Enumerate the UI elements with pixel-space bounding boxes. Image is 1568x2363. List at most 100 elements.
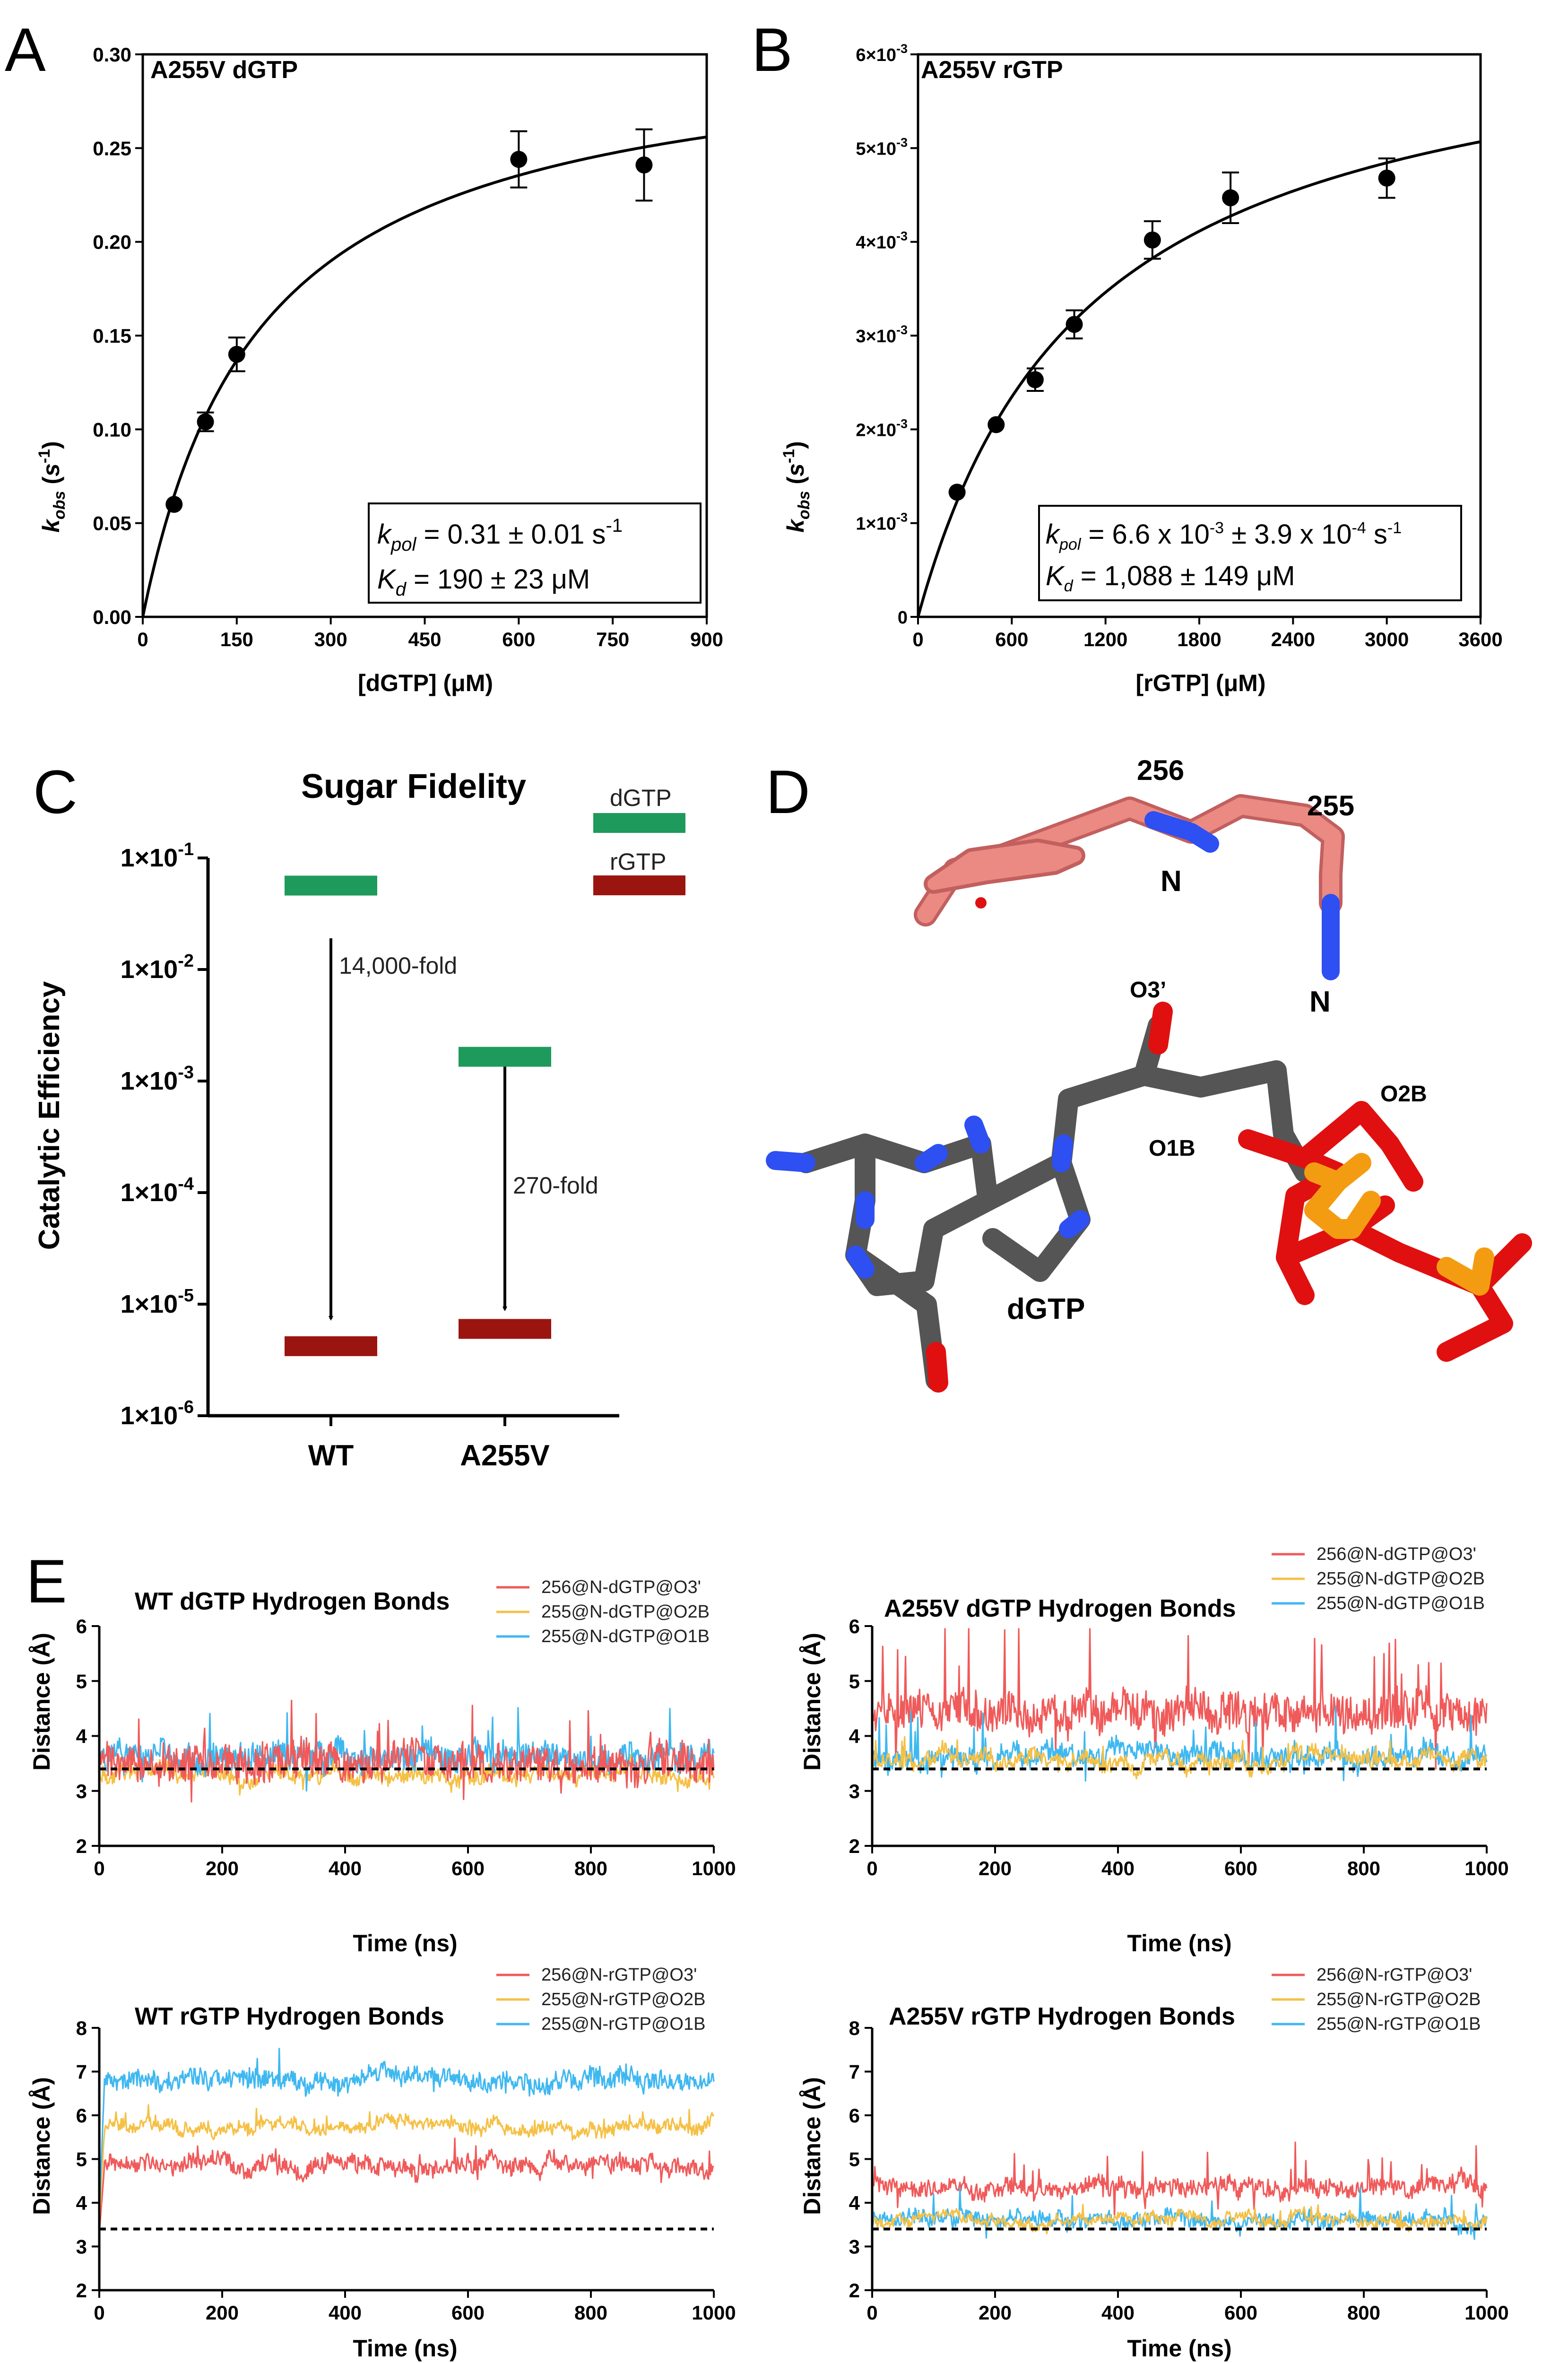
panel-a-ylabel: kobs (s-1) bbox=[35, 441, 69, 533]
e4-plot: 0 200 400 600 800 1000 2 3 4 5 6 7 8 256@N-rGTP@O3' 25… bbox=[849, 1965, 1509, 2324]
e3-plot: 0 200 400 600 800 1000 2 3 4 5 6 7 8 256@N-rGTP@O3' 25… bbox=[76, 1965, 736, 2324]
e2-ytick-label: 3 bbox=[849, 1780, 860, 1802]
panel-d-structure: 256 255 N N O3’ O2B O1B dGTP bbox=[766, 754, 1532, 1393]
e3-ytick-label: 2 bbox=[76, 2279, 87, 2302]
panel-b-data-point bbox=[1066, 316, 1083, 333]
panel-c-plot: WT A255V bbox=[198, 857, 619, 1472]
panel-c-ytick-label: 1×10-6 bbox=[121, 1397, 194, 1430]
e3-trace bbox=[98, 2048, 715, 2212]
legend-rgtp-label: rGTP bbox=[610, 848, 666, 875]
panel-a-xtick-label: 600 bbox=[502, 628, 535, 650]
e2-xtick-label: 200 bbox=[979, 1857, 1012, 1879]
panel-b-kpol-text: kpol = 6.6 x 10-3 ± 3.9 x 10-4 s-1 bbox=[1046, 519, 1402, 554]
e3-ytick-label: 3 bbox=[76, 2236, 87, 2258]
panel-label-a: A bbox=[5, 15, 46, 84]
e3-trace bbox=[98, 2104, 715, 2225]
e1-xtick-label: 600 bbox=[451, 1857, 485, 1879]
e1-legend-label: 255@N-dGTP@O2B bbox=[541, 1602, 710, 1622]
panel-c-category-label: WT bbox=[308, 1439, 354, 1472]
panel-b-xlabel: [rGTP] (μM) bbox=[1136, 670, 1266, 696]
e4-legend-label: 255@N-rGTP@O2B bbox=[1317, 1990, 1481, 2009]
panel-e-hydrogen-bonds: WT dGTP Hydrogen Bonds Time (ns) Distanc… bbox=[28, 1588, 1236, 2362]
panel-b-data-point bbox=[1378, 169, 1395, 187]
e2-xtick-label: 1000 bbox=[1464, 1857, 1508, 1879]
panel-c-ytick-label: 1×10-5 bbox=[121, 1286, 194, 1318]
atom-n-255-label: N bbox=[1309, 986, 1331, 1018]
e3-trace bbox=[98, 2138, 714, 2233]
panel-c-ytick-label: 1×10-1 bbox=[121, 840, 194, 872]
panel-a-ytick-label: 0.05 bbox=[93, 512, 131, 535]
panel-b-xtick-label: 3600 bbox=[1458, 628, 1502, 650]
panel-a-data-point bbox=[228, 346, 245, 363]
panel-b-ytick-label: 6×10-3 bbox=[856, 42, 908, 65]
e3-xtick-label: 200 bbox=[206, 2302, 239, 2324]
panel-a-ytick-label: 0.00 bbox=[93, 606, 131, 628]
panel-b-data-point bbox=[1144, 231, 1161, 249]
panel-b-title: A255V rGTP bbox=[921, 56, 1063, 84]
e1-ytick-label: 5 bbox=[76, 1670, 87, 1692]
panel-a-kd-text: Kd = 190 ± 23 μM bbox=[377, 564, 590, 600]
panel-b-xtick-label: 3000 bbox=[1365, 628, 1409, 650]
panel-c-ytick-label: 1×10-3 bbox=[121, 1063, 194, 1095]
atom-o1b-label: O1B bbox=[1149, 1136, 1195, 1161]
e1-ytick-label: 6 bbox=[76, 1615, 87, 1637]
e1-legend-label: 255@N-dGTP@O1B bbox=[541, 1627, 710, 1646]
e3-ytick-label: 6 bbox=[76, 2104, 87, 2127]
e2-ylabel: Distance (Å) bbox=[799, 1633, 825, 1771]
panel-b-ytick-label: 3×10-3 bbox=[856, 323, 908, 346]
e2-ytick-label: 5 bbox=[849, 1670, 860, 1692]
panel-b-ytick-label: 4×10-3 bbox=[856, 229, 908, 253]
panel-label-b: B bbox=[752, 15, 793, 84]
panel-b-data-point bbox=[988, 416, 1005, 433]
panel-a-xtick-label: 300 bbox=[314, 628, 347, 650]
e4-xtick-label: 600 bbox=[1224, 2302, 1257, 2324]
panel-a-plot: 0 150 300 450 600 750 900 0.00 0.05 0.10 0.15 0.20 0… bbox=[93, 43, 723, 650]
e3-xtick-label: 800 bbox=[574, 2302, 607, 2324]
panel-c-category-label: A255V bbox=[460, 1439, 550, 1472]
atom-n-256-label: N bbox=[1161, 865, 1182, 898]
panel-c-bar-dgtp bbox=[459, 1047, 551, 1067]
panel-label-d: D bbox=[766, 757, 810, 826]
panel-a-kpol-text: kpol = 0.31 ± 0.01 s-1 bbox=[377, 515, 623, 555]
e3-ylabel: Distance (Å) bbox=[28, 2077, 55, 2215]
panel-c-ytick-label: 1×10-4 bbox=[121, 1174, 194, 1207]
e2-trace bbox=[871, 1736, 1488, 1780]
e2-xtick-label: 600 bbox=[1224, 1857, 1257, 1879]
e4-ytick-label: 4 bbox=[849, 2192, 860, 2214]
chart-marks-layer: 0 150 300 450 600 750 9000.000.050.100.150.200… bbox=[76, 42, 1509, 2324]
e2-legend-label: 255@N-dGTP@O1B bbox=[1317, 1593, 1485, 1613]
e4-trace bbox=[871, 2204, 1488, 2234]
e1-xtick-label: 200 bbox=[206, 1857, 239, 1879]
panel-a-data-point bbox=[510, 151, 528, 168]
panel-b-xtick-label: 2400 bbox=[1271, 628, 1315, 650]
e3-xtick-label: 1000 bbox=[692, 2302, 736, 2324]
e1-legend-label: 256@N-dGTP@O3' bbox=[541, 1577, 701, 1597]
panel-b-ytick-label: 5×10-3 bbox=[856, 135, 908, 159]
panel-b-ytick-label: 2×10-3 bbox=[856, 416, 908, 440]
atom-o3-label: O3’ bbox=[1130, 978, 1166, 1003]
e2-ytick-label: 6 bbox=[849, 1615, 860, 1637]
panel-b-xtick-label: 1800 bbox=[1177, 628, 1221, 650]
panel-c-ylabel: Catalytic Efficiency bbox=[33, 981, 66, 1250]
panel-c-bar-dgtp bbox=[285, 875, 377, 896]
e3-legend-label: 255@N-rGTP@O2B bbox=[541, 1990, 705, 2009]
residue-255-label: 255 bbox=[1307, 790, 1354, 822]
e2-title: A255V dGTP Hydrogen Bonds bbox=[884, 1595, 1236, 1622]
panel-a-ytick-label: 0.25 bbox=[93, 137, 131, 159]
e2-trace bbox=[871, 1628, 1488, 1770]
panel-a-title: A255V dGTP bbox=[150, 56, 298, 84]
e4-ytick-label: 5 bbox=[849, 2148, 860, 2171]
panel-b-xtick-label: 600 bbox=[995, 628, 1028, 650]
panel-a-xtick-label: 150 bbox=[220, 628, 253, 650]
e3-ytick-label: 4 bbox=[76, 2192, 87, 2214]
panel-b-data-point bbox=[1026, 371, 1044, 389]
e2-legend-label: 255@N-dGTP@O2B bbox=[1317, 1569, 1485, 1589]
e2-plot: 0 200 400 600 800 1000 2 3 4 5 6 256@N-dGTP@O3' 255@… bbox=[849, 1544, 1509, 1879]
panel-a-ytick-label: 0.10 bbox=[93, 418, 131, 441]
e1-ytick-label: 4 bbox=[76, 1725, 87, 1748]
panel-a-data-point bbox=[165, 496, 183, 513]
panel-a-kinetics-dgtp: A255V dGTP [dGTP] (μM) kobs (s-1) kpol =… bbox=[35, 56, 702, 696]
e1-xtick-label: 800 bbox=[574, 1857, 607, 1879]
e2-xtick-label: 0 bbox=[866, 1857, 877, 1879]
